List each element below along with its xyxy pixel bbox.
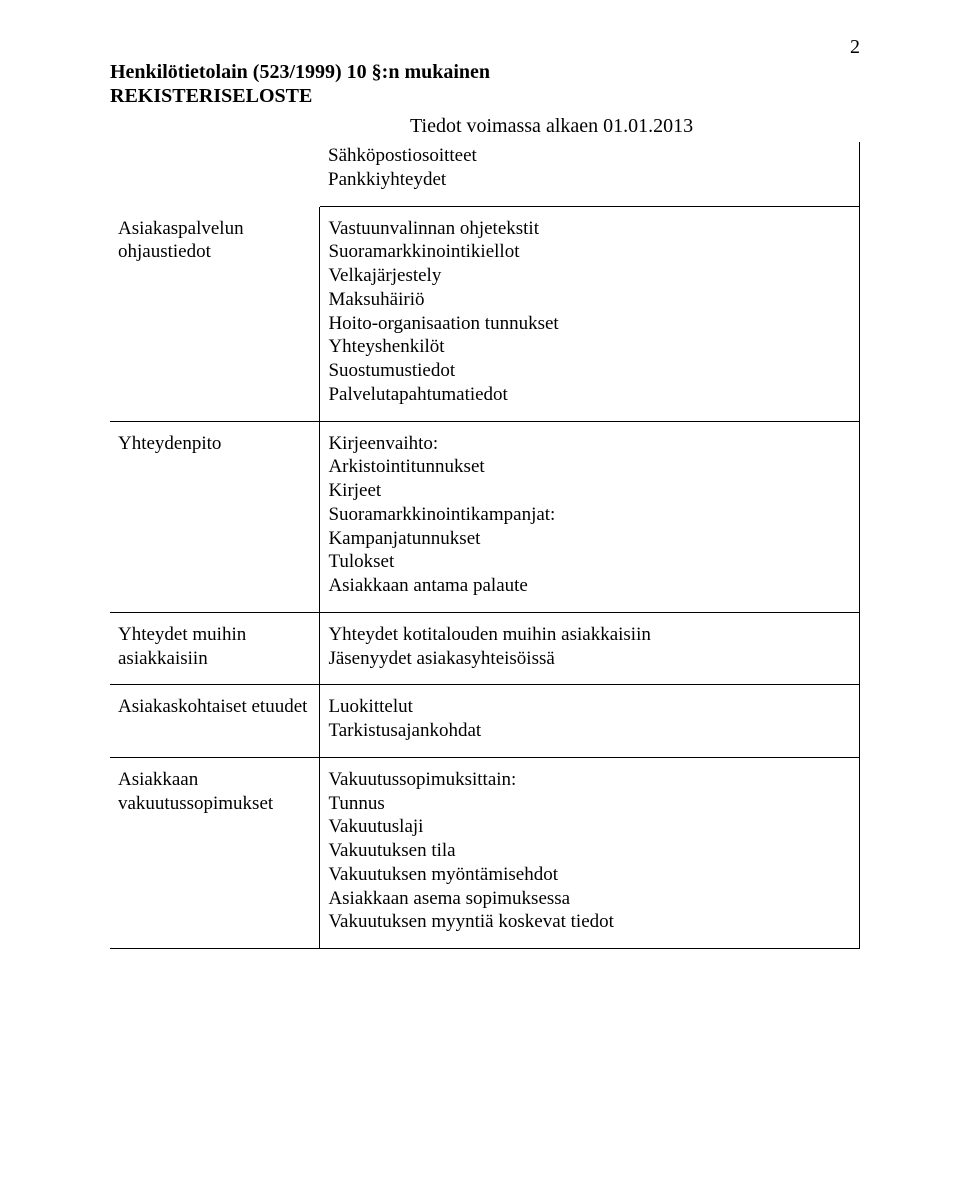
item: Yhteyshenkilöt [328,335,851,359]
item: Tarkistusajankohdat [328,719,851,743]
item: Hoito-organisaation tunnukset [328,312,851,336]
table-row: Asiakaskohtaiset etuudet Luokittelut Tar… [110,685,860,758]
item: Kampanjatunnukset [328,527,851,551]
item: Vakuutuksen myyntiä koskevat tiedot [328,910,851,934]
row-items: Kirjeenvaihto: Arkistointitunnukset Kirj… [320,421,860,612]
item: Velkajärjestely [328,264,851,288]
item: Jäsenyydet asiakasyhteisöissä [328,647,851,671]
page-number: 2 [850,36,860,59]
item: Vakuutuksen tila [328,839,851,863]
row-items: Luokittelut Tarkistusajankohdat [320,685,860,758]
item: Luokittelut [328,695,851,719]
table-row: Asiakaspalvelun ohjaustiedot Vastuunvali… [110,207,860,422]
row-items: Yhteydet kotitalouden muihin asiakkaisii… [320,612,860,685]
page: 2 Henkilötietolain (523/1999) 10 §:n muk… [0,0,960,1188]
document-header: Henkilötietolain (523/1999) 10 §:n mukai… [110,60,860,138]
table-row: Asiakkaan vakuutussopimukset Vakuutussop… [110,757,860,948]
row-label: Yhteydet muihin asiakkaisiin [110,612,320,685]
item: Vakuutuslaji [328,815,851,839]
row-label: Asiakaskohtaiset etuudet [110,685,320,758]
table-row: Yhteydenpito Kirjeenvaihto: Arkistointit… [110,421,860,612]
item: Suoramarkkinointikiellot [328,240,851,264]
item: Palvelutapahtumatiedot [328,383,851,407]
document-subtitle: Tiedot voimassa alkaen 01.01.2013 [110,114,860,138]
row-items: Vastuunvalinnan ohjetekstit Suoramarkkin… [320,207,860,422]
item: Suoramarkkinointikampanjat: [328,503,851,527]
item: Asiakkaan asema sopimuksessa [328,887,851,911]
item: Vakuutuksen myöntämisehdot [328,863,851,887]
row-label: Asiakaspalvelun ohjaustiedot [110,207,320,422]
item: Tunnus [328,792,851,816]
item: Arkistointitunnukset [328,455,851,479]
intro-item: Pankkiyhteydet [328,168,851,192]
row-items: Vakuutussopimuksittain: Tunnus Vakuutusl… [320,757,860,948]
item: Maksuhäiriö [328,288,851,312]
document-title: Henkilötietolain (523/1999) 10 §:n mukai… [110,60,860,108]
item: Tulokset [328,550,851,574]
row-label: Yhteydenpito [110,421,320,612]
item: Kirjeenvaihto: [328,432,851,456]
item: Vakuutussopimuksittain: [328,768,851,792]
row-label: Asiakkaan vakuutussopimukset [110,757,320,948]
item: Yhteydet kotitalouden muihin asiakkaisii… [328,623,851,647]
intro-cell: Sähköpostiosoitteet Pankkiyhteydet [320,142,860,207]
data-table: Asiakaspalvelun ohjaustiedot Vastuunvali… [110,207,860,950]
item: Suostumustiedot [328,359,851,383]
item: Kirjeet [328,479,851,503]
item: Vastuunvalinnan ohjetekstit [328,217,851,241]
intro-item: Sähköpostiosoitteet [328,144,851,168]
table-row: Yhteydet muihin asiakkaisiin Yhteydet ko… [110,612,860,685]
item: Asiakkaan antama palaute [328,574,851,598]
